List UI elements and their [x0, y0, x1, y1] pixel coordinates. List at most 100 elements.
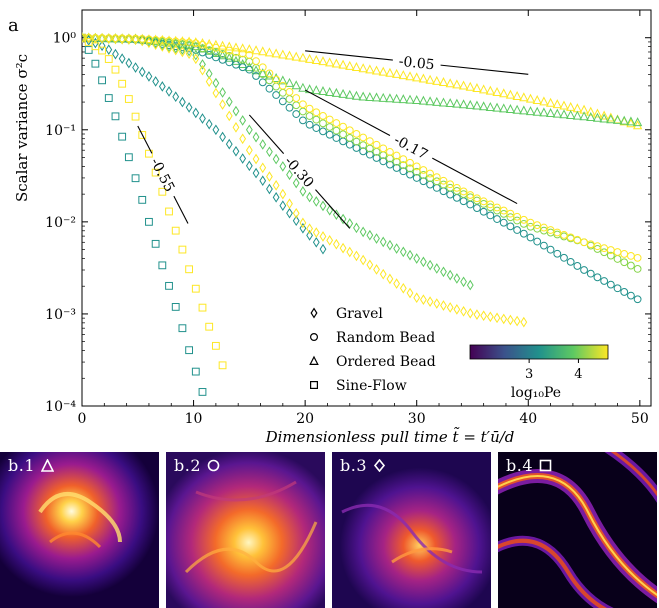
colorbar-gradient	[469, 344, 609, 360]
data-point	[507, 314, 514, 326]
data-point	[132, 62, 139, 73]
data-point	[179, 44, 186, 55]
data-point	[212, 87, 220, 99]
snapshot-panel-b4: b.4	[498, 452, 657, 608]
data-point	[586, 106, 596, 116]
y-tick-label: 10⁻²	[45, 215, 76, 231]
legend-circle-icon	[310, 333, 319, 342]
data-point	[199, 113, 206, 124]
data-point	[359, 133, 368, 142]
data-point	[506, 222, 515, 231]
data-point	[332, 134, 341, 142]
data-point	[178, 245, 187, 254]
data-point	[251, 65, 261, 75]
data-point	[319, 200, 327, 212]
data-point	[438, 77, 449, 87]
data-point	[365, 91, 375, 101]
axis-ticks: 0 10 20 30 40 50 10⁰ 10⁻¹ 10⁻² 10⁻³ 10⁻⁴	[45, 9, 651, 427]
legend: Gravel Random Bead Ordered Bead Sine-Flow	[309, 306, 436, 394]
data-point	[420, 256, 427, 268]
slope-line	[248, 114, 285, 155]
data-point	[272, 75, 281, 84]
y-tick-label: 10⁻³	[45, 307, 76, 323]
data-point	[112, 48, 119, 60]
data-point	[151, 239, 160, 248]
data-point	[599, 110, 609, 120]
data-point	[613, 284, 622, 293]
data-point	[486, 211, 495, 220]
data-point	[359, 141, 368, 150]
data-point	[245, 160, 253, 172]
data-point	[111, 112, 120, 121]
data-point	[460, 306, 467, 317]
data-point	[338, 88, 348, 98]
data-point	[265, 84, 274, 93]
data-point	[572, 110, 582, 120]
data-point	[225, 96, 233, 108]
data-point	[278, 81, 287, 90]
data-point	[306, 191, 313, 203]
data-point	[466, 191, 475, 199]
slope-line	[304, 89, 391, 136]
data-point	[211, 48, 221, 58]
data-point	[566, 233, 575, 242]
data-point	[284, 50, 295, 60]
data-point	[232, 122, 240, 133]
series-square	[82, 33, 227, 370]
data-point	[98, 46, 106, 55]
slope-label: -0.05	[398, 54, 435, 74]
legend-triangle-icon	[309, 355, 319, 365]
data-point	[305, 112, 314, 120]
data-point	[566, 257, 575, 266]
data-point	[600, 277, 609, 285]
data-point	[285, 88, 294, 96]
data-point	[158, 39, 166, 51]
data-point	[165, 86, 173, 97]
data-point	[244, 44, 254, 54]
data-point	[171, 303, 180, 311]
data-point	[217, 40, 228, 50]
data-point	[393, 243, 401, 254]
data-point	[219, 131, 226, 143]
data-point	[539, 241, 548, 250]
data-point	[312, 196, 320, 207]
data-point	[285, 103, 294, 112]
data-point	[191, 37, 201, 47]
data-point	[513, 315, 521, 327]
data-point	[185, 45, 193, 57]
data-point	[378, 66, 388, 76]
data-point	[560, 253, 568, 262]
data-point	[493, 312, 501, 324]
data-point	[365, 137, 374, 146]
data-point	[111, 65, 120, 74]
plot-area	[81, 9, 652, 407]
data-point	[632, 120, 643, 130]
y-axis-label: Scalar variance σ²c	[13, 54, 31, 202]
data-point	[299, 116, 307, 125]
data-point	[82, 32, 87, 42]
data-point	[118, 53, 126, 64]
data-point	[232, 105, 240, 117]
data-point	[271, 72, 281, 82]
data-point	[379, 236, 387, 248]
data-point	[158, 41, 166, 52]
data-point	[371, 65, 382, 75]
data-point	[419, 177, 428, 186]
data-point	[266, 183, 273, 195]
data-point	[480, 310, 488, 322]
data-point	[279, 188, 287, 200]
data-point	[539, 223, 548, 232]
data-point	[559, 100, 569, 110]
data-point	[539, 107, 549, 117]
data-point	[499, 206, 508, 215]
data-point	[627, 291, 635, 300]
data-point	[345, 60, 355, 70]
data-point	[132, 34, 139, 46]
data-point	[205, 51, 214, 59]
data-point	[278, 49, 288, 59]
data-point	[606, 114, 616, 124]
data-point	[392, 157, 401, 166]
data-point	[239, 115, 247, 126]
data-point	[513, 212, 522, 221]
x-tick-label: 10	[185, 411, 203, 427]
